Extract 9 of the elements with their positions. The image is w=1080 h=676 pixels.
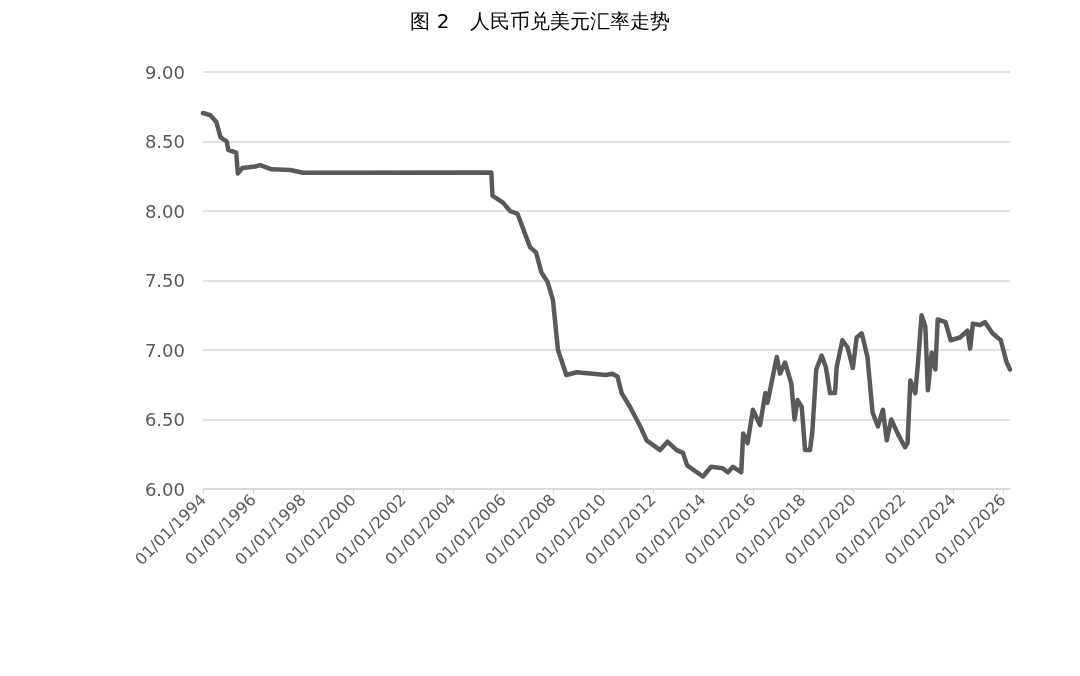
y-tick-label: 8.00 — [144, 200, 185, 222]
y-tick-label: 9.00 — [144, 61, 185, 83]
chart-title: 图 2 人民币兑美元汇率走势 — [410, 9, 670, 33]
y-tick-label: 7.00 — [144, 339, 185, 361]
y-tick-label: 6.50 — [144, 409, 185, 430]
line-series — [200, 110, 1013, 479]
y-tick-label: 8.50 — [144, 131, 185, 152]
y-tick-label: 6.00 — [144, 478, 185, 500]
y-tick-label: 7.50 — [144, 270, 185, 291]
